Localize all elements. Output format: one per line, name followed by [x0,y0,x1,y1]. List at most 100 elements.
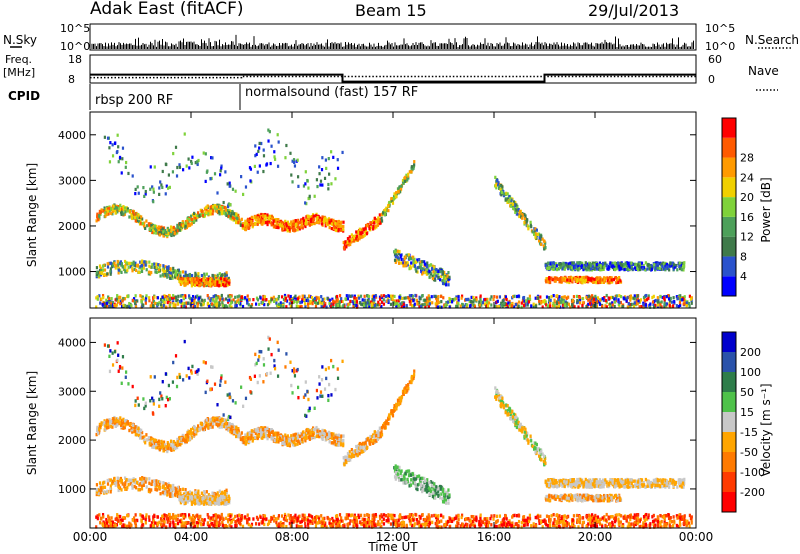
power-pixel [178,225,181,230]
power-pixel [335,305,338,309]
power-pixel [542,239,546,243]
power-pixel [548,299,551,303]
power-pixel [625,263,629,268]
power-pixel [318,298,321,302]
power-pixel [242,192,245,197]
power-pixel [616,264,619,268]
power-pixel [621,304,625,309]
power-pixel [595,304,599,308]
power-pixel [108,160,112,164]
power-pixel [180,299,183,303]
power-pixel [360,302,363,306]
power-pixel [309,218,313,222]
power-pixel [612,277,616,282]
power-pixel [569,278,572,283]
power-pixel [161,268,164,272]
power-pixel [300,300,303,304]
power-pixel [120,270,123,275]
power-pixel [593,261,596,265]
power-pixel [124,210,127,214]
power-colorbar-tick-label: 24 [740,171,754,184]
power-pixel [434,302,437,306]
power-pixel [413,160,416,164]
power-pixel [178,299,182,304]
power-pixel [134,187,137,192]
power-pixel [264,221,268,225]
power-pixel [140,269,144,274]
power-pixel [244,185,248,189]
power-pixel [263,295,267,299]
power-pixel [486,297,489,302]
power-pixel [513,305,516,309]
power-pixel [374,294,377,298]
power-pixel [224,304,227,308]
power-pixel [101,264,105,268]
power-pixel [113,141,117,146]
power-pixel [505,302,509,307]
power-pixel [257,217,260,222]
power-pixel [411,294,414,298]
power-pixel [598,280,601,284]
power-pixel [109,302,113,306]
power-pixel [614,298,617,303]
power-pixel [653,263,656,267]
power-pixel [510,304,514,308]
power-pixel [406,174,410,178]
power-pixel [454,304,458,308]
power-pixel [594,297,598,302]
power-pixel [230,305,233,309]
power-pixel [558,263,561,267]
power-pixel [581,281,584,285]
power-pixel [109,270,112,274]
power-pixel [96,212,99,216]
power-pixel [253,221,256,226]
power-pixel [494,304,497,308]
power-pixel [557,301,560,305]
power-pixel [629,302,632,307]
power-pixel [201,210,205,214]
power-pixel [230,294,233,298]
power-pixel [457,302,460,306]
power-pixel [584,278,587,282]
power-pixel [563,295,566,299]
power-pixel [585,295,588,299]
y-tick-label: 3000 [58,174,86,187]
power-pixel [576,298,579,303]
power-pixel [190,273,194,278]
power-pixel [407,172,410,176]
power-pixel [595,263,598,267]
power-pixel [649,302,652,306]
power-pixel [327,187,330,191]
power-pixel [229,295,232,299]
power-pixel [553,277,556,281]
velocity-pixel [126,420,129,424]
power-pixel [188,280,191,284]
power-pixel [237,298,240,302]
power-pixel [616,278,619,283]
power-pixel [174,270,178,274]
power-pixel [681,264,685,268]
power-pixel [402,181,405,185]
power-pixel [650,267,653,271]
power-pixel [157,268,161,272]
power-pixel [642,305,645,309]
power-pixel [562,305,565,309]
power-pixel [328,298,331,302]
power-pixel [335,302,338,306]
power-pixel [222,200,225,205]
power-pixel [425,267,428,271]
power-pixel [442,275,446,279]
power-pixel [361,231,364,235]
power-pixel [110,297,113,301]
power-pixel [143,221,146,225]
power-pixel [117,145,120,149]
power-pixel [526,300,529,304]
power-pixel [336,222,339,226]
power-pixel [607,266,610,270]
power-pixel [238,221,241,225]
power-pixel [209,282,212,286]
power-pixel [509,204,513,208]
power-pixel [196,277,199,281]
power-pixel [373,295,376,299]
power-pixel [99,268,103,273]
